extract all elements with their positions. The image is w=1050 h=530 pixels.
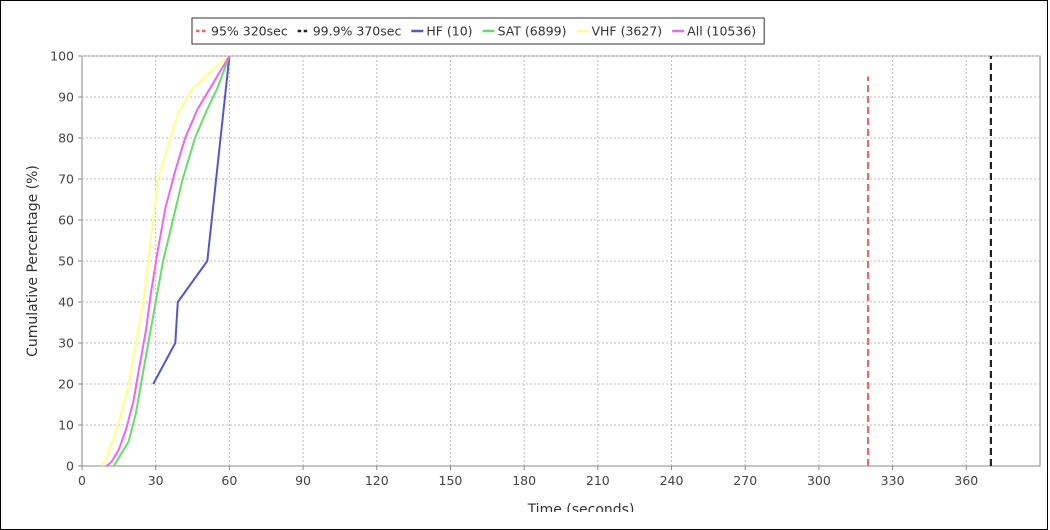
x-tick-label: 60: [221, 473, 237, 488]
y-axis-ticks: 0 10 20 30 40 50 60 70 80 90 100: [50, 49, 82, 474]
legend-item-95-320sec: 95% 320sec: [196, 24, 288, 39]
series-line-sat-6899: [113, 55, 231, 467]
x-tick-label: 360: [954, 473, 978, 488]
legend-item-vhf-3627: VHF (3627): [576, 24, 662, 39]
y-tick-label: 30: [58, 336, 74, 351]
y-tick-label: 100: [50, 49, 74, 64]
y-axis-title: Cumulative Percentage (%): [25, 165, 41, 357]
x-tick-label: 180: [512, 473, 536, 488]
y-tick-label: 80: [58, 131, 74, 146]
series-line-hf-10: [152, 55, 231, 385]
x-tick-label: 90: [295, 473, 311, 488]
y-tick-label: 70: [58, 172, 74, 187]
y-tick-label: 40: [58, 295, 74, 310]
y-tick-label: 10: [58, 418, 74, 433]
x-tick-label: 30: [148, 473, 164, 488]
series-line-all-10536: [105, 55, 231, 467]
x-axis-ticks: 0 30 60 90 120 150 180 210 240 270 300 330 360: [78, 466, 978, 488]
x-tick-label: 270: [733, 473, 757, 488]
x-tick-label: 210: [586, 473, 610, 488]
y-tick-label: 90: [58, 90, 74, 105]
legend-item-hf-10: HF (10): [411, 24, 473, 39]
x-tick-label: 150: [439, 473, 463, 488]
series-line-vhf-3627: [100, 55, 231, 467]
legend-item-99-9-370sec: 99.9% 370sec: [297, 24, 402, 39]
x-tick-label: 240: [660, 473, 684, 488]
legend-item-sat-6899: SAT (6899): [482, 24, 567, 39]
y-tick-label: 0: [66, 459, 74, 474]
line-chart: 95% 320sec 99.9% 370sec HF (10) SAT (6899) V…: [25, 17, 1041, 512]
legend-item-all-10536: All (10536): [672, 24, 756, 39]
legend: 95% 320sec 99.9% 370sec HF (10) SAT (6899) V…: [191, 17, 765, 45]
x-tick-label: 330: [881, 473, 905, 488]
y-tick-label: 20: [58, 377, 74, 392]
x-tick-label: 0: [78, 473, 86, 488]
legend-label: SAT (6899): [498, 24, 567, 39]
legend-label: VHF (3627): [591, 24, 662, 39]
x-axis-title: Time (seconds): [527, 502, 635, 512]
legend-label: HF (10): [426, 24, 472, 39]
legend-box: [191, 17, 765, 45]
x-tick-label: 300: [807, 473, 831, 488]
y-tick-label: 60: [58, 213, 74, 228]
legend-label: 99.9% 370sec: [313, 24, 402, 39]
plot-area: [81, 55, 1041, 467]
legend-label: All (10536): [687, 24, 756, 39]
legend-label: 95% 320sec: [211, 24, 288, 39]
x-tick-label: 120: [365, 473, 389, 488]
series-lines: [100, 55, 993, 467]
y-tick-label: 50: [58, 254, 74, 269]
